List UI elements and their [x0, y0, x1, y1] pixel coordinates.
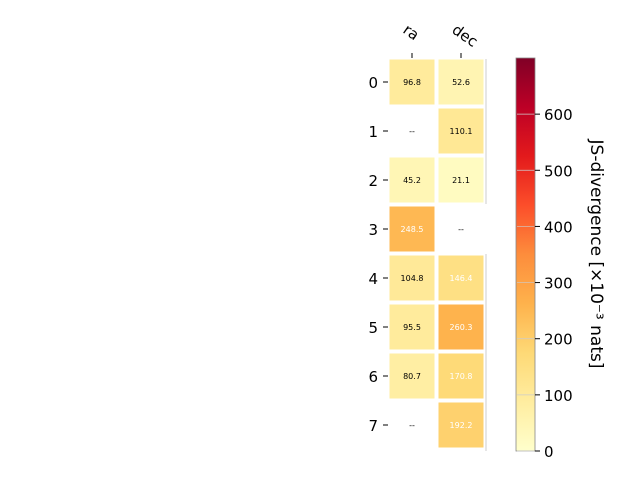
x-axis-ticks: ra dec [400, 21, 481, 58]
heatmap-cell [438, 304, 484, 350]
cell-value-label: 146.4 [450, 274, 473, 283]
cell-value-label: 21.1 [452, 176, 470, 185]
cell-value-label: 52.6 [452, 78, 470, 87]
cell-value-label: 192.2 [450, 421, 473, 430]
heatmap-cell [438, 402, 484, 448]
y-tick-label: 3 [368, 221, 378, 239]
cell-value-label: 260.3 [450, 323, 473, 332]
cell-value-label: 248.5 [401, 225, 424, 234]
colorbar-ticks: 0 100 200 300 400 500 600 [517, 106, 573, 461]
colorbar-tick-label: 400 [544, 218, 573, 236]
x-tick-label: ra [400, 21, 423, 45]
colorbar-gradient [515, 57, 536, 452]
cell-value-label: 45.2 [403, 176, 421, 185]
y-tick-label: 2 [368, 172, 378, 190]
colorbar [515, 57, 536, 452]
colorbar-tick-label: 600 [544, 106, 573, 124]
y-tick-label: 6 [368, 368, 378, 386]
heatmap-cell [389, 59, 435, 105]
colorbar-label: JS-divergence [×10⁻³ nats] [586, 139, 606, 369]
heatmap-cell [438, 59, 484, 105]
cell-value-label: 95.5 [403, 323, 421, 332]
cell-value-label: 170.8 [450, 372, 473, 381]
x-tick-label: dec [449, 21, 481, 51]
colorbar-tick-label: 500 [544, 162, 573, 180]
heatmap-cell [389, 304, 435, 350]
y-tick-label: 0 [368, 74, 378, 92]
heatmap-cell [389, 255, 435, 301]
heatmap-cell [438, 353, 484, 399]
cell-label-missing: -- [409, 127, 415, 136]
y-axis-ticks: 0 1 2 3 4 5 6 7 [368, 74, 388, 435]
colorbar-tick-label: 300 [544, 275, 573, 293]
heatmap-cell [438, 108, 484, 154]
heatmap-cell [389, 353, 435, 399]
cell-label-missing: -- [458, 225, 464, 234]
colorbar-tick-label: 0 [544, 443, 554, 461]
heatmap-cell [438, 255, 484, 301]
cell-value-label: 80.7 [403, 372, 421, 381]
heatmap-cells: 96.8 52.6 -- 110.1 45.2 21.1 248.5 -- 104.8 146.4… [389, 59, 487, 451]
cell-value-label: 110.1 [450, 127, 473, 136]
y-tick-label: 5 [368, 319, 378, 337]
heatmap-cell [389, 157, 435, 203]
heatmap-cell [438, 157, 484, 203]
y-tick-label: 4 [368, 270, 378, 288]
y-tick-label: 1 [368, 123, 378, 141]
colorbar-tick-label: 100 [544, 387, 573, 405]
heatmap-cell [389, 206, 435, 252]
y-tick-label: 7 [368, 417, 378, 435]
colorbar-tick-label: 200 [544, 331, 573, 349]
cell-value-label: 104.8 [401, 274, 424, 283]
cell-label-missing: -- [409, 421, 415, 430]
cell-value-label: 96.8 [403, 78, 421, 87]
